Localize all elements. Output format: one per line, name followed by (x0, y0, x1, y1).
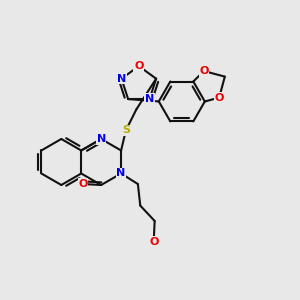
Text: N: N (97, 134, 106, 144)
Text: O: O (149, 237, 158, 247)
Text: N: N (116, 169, 126, 178)
Text: O: O (78, 179, 88, 189)
Text: S: S (122, 125, 130, 135)
Text: N: N (117, 74, 126, 84)
Text: O: O (199, 66, 208, 76)
Text: N: N (145, 94, 154, 104)
Text: O: O (134, 61, 143, 71)
Text: O: O (214, 93, 224, 103)
